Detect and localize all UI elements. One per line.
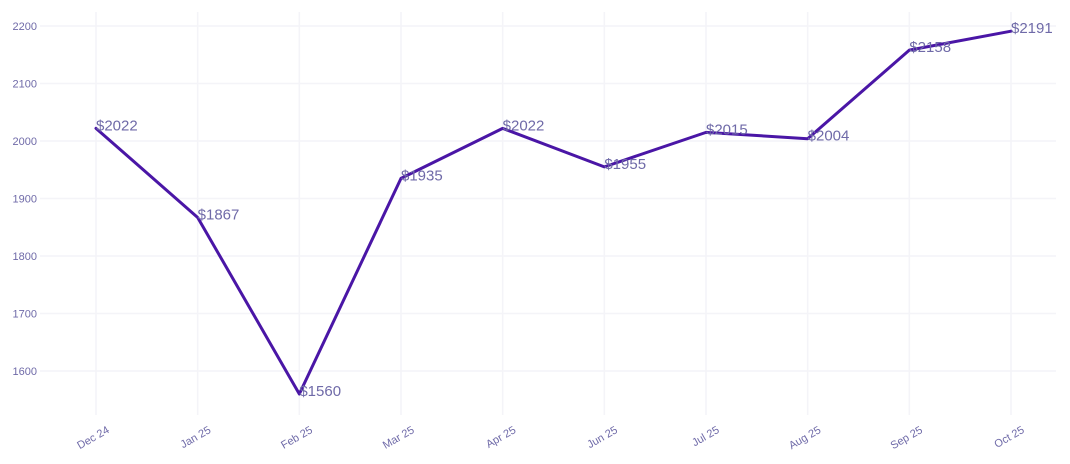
data-label: $1955 (604, 156, 646, 173)
y-tick-label: 1800 (13, 251, 37, 263)
y-tick-label: 1600 (13, 366, 37, 378)
data-label: $1560 (299, 383, 341, 400)
y-tick-label: 1900 (13, 194, 37, 206)
x-tick-label: Feb 25 (279, 424, 315, 452)
data-label: $2022 (96, 117, 138, 134)
x-tick-label: Jun 25 (585, 424, 620, 451)
data-label: $2191 (1011, 20, 1053, 37)
data-labels: $2022 $1867 $1560 $1935 $2022 $1955 $2015 $2004… (96, 20, 1053, 400)
x-tick-label: Sep 25 (889, 424, 925, 452)
y-tick-label: 1700 (13, 309, 37, 321)
x-tick-label: Oct 25 (992, 424, 1026, 451)
data-label: $2004 (808, 128, 850, 145)
y-tick-label: 2200 (13, 21, 37, 33)
y-axis-ticks: 1600 1700 1800 1900 2000 2100 2200 (13, 21, 37, 378)
data-label: $2022 (503, 117, 545, 134)
data-label: $1867 (198, 206, 240, 223)
x-tick-label: Jul 25 (690, 424, 721, 449)
x-tick-label: Jan 25 (179, 424, 214, 451)
y-tick-label: 2100 (13, 79, 37, 91)
series-lines (94, 29, 1013, 396)
series-line (94, 29, 1013, 396)
y-tick-label: 2000 (13, 136, 37, 148)
grid (40, 12, 1056, 415)
x-tick-label: Mar 25 (381, 424, 417, 452)
data-label: $2015 (706, 121, 748, 138)
x-axis-ticks: Dec 24 Jan 25 Feb 25 Mar 25 Apr 25 Jun 25 Jul … (75, 424, 1026, 452)
x-tick-label: Apr 25 (484, 424, 518, 451)
x-tick-label: Dec 24 (75, 424, 111, 452)
data-label: $2158 (909, 39, 951, 56)
data-label: $1935 (401, 167, 443, 184)
x-tick-label: Aug 25 (787, 424, 823, 452)
